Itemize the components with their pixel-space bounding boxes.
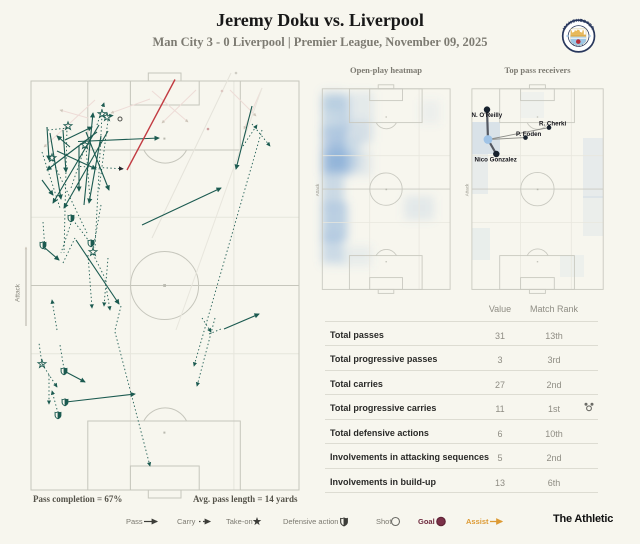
svg-text:Attack: Attack: [315, 183, 320, 196]
svg-text:Attack: Attack: [464, 183, 469, 196]
svg-text:Attack: Attack: [15, 283, 22, 302]
svg-text:Nico Gonzalez: Nico Gonzalez: [475, 157, 517, 164]
svg-text:N. O'Reilly: N. O'Reilly: [472, 112, 503, 119]
svg-text:R. Cherki: R. Cherki: [539, 120, 566, 127]
svg-text:P. Foden: P. Foden: [516, 131, 542, 138]
